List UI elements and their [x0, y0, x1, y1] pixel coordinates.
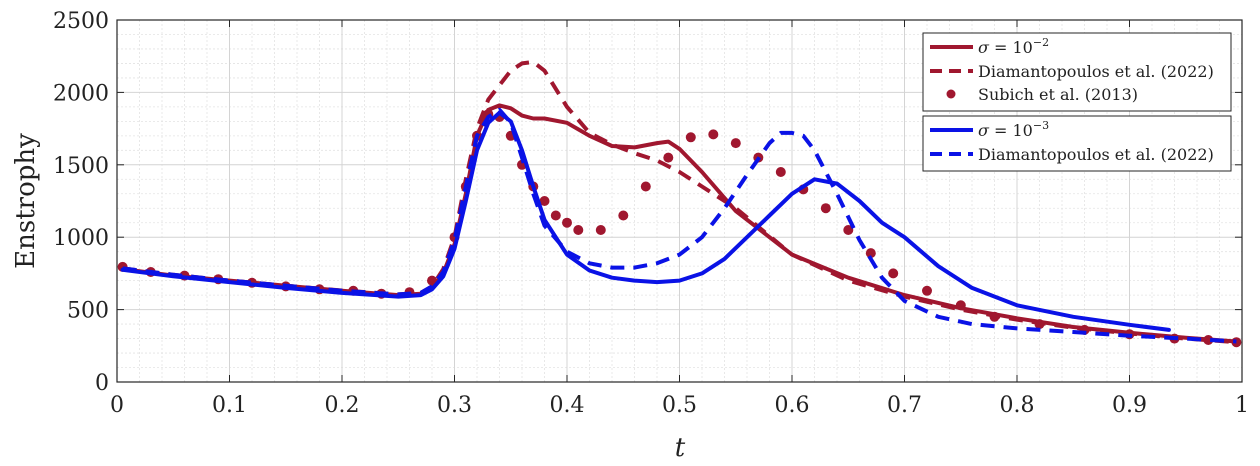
legend-blue-dashed-label: Diamantopoulos et al. (2022)	[978, 145, 1214, 164]
y-axis-title: Enstrophy	[11, 133, 41, 269]
y-tick-label: 1000	[53, 226, 109, 251]
series-2-point	[775, 167, 786, 177]
x-tick-label: 0.1	[212, 393, 247, 418]
legend-red-dot-label: Subich et al. (2013)	[978, 85, 1138, 104]
y-tick-label: 1500	[53, 154, 109, 179]
legend-blue-solid-label: σ = 10−3	[978, 119, 1049, 140]
series-2-point	[595, 225, 606, 235]
legend-red-frame	[922, 32, 1232, 112]
y-tick-label: 500	[67, 299, 109, 324]
x-tick-label: 0.2	[325, 393, 360, 418]
x-tick-label: 0.6	[775, 393, 810, 418]
legend-red-dashed-label: Diamantopoulos et al. (2022)	[978, 62, 1214, 81]
x-tick-label: 0	[110, 393, 124, 418]
legend-blue-frame	[922, 115, 1232, 172]
series-layer	[117, 60, 1242, 348]
legend-red-solid-label: σ = 10−2	[978, 36, 1049, 57]
series-2-point	[730, 138, 741, 149]
x-tick-label: 0.4	[550, 393, 585, 418]
y-tick-label: 2000	[53, 81, 109, 106]
legend-red-dot-swatch	[946, 89, 956, 99]
series-2-point	[640, 181, 651, 192]
axis-ticks: 0 0.1 0.2 0.3 0.4 0.5 0.6 0.7 0.8 0.9 1 0 500 1000 150…	[53, 9, 1249, 418]
y-tick-label: 2500	[53, 9, 109, 34]
x-tick-label: 0.3	[437, 393, 472, 418]
legend-box-red: σ = 10−2 Diamantopoulos et al. (2022) Su…	[922, 32, 1232, 112]
series-2-point	[618, 210, 629, 221]
series-2-point	[562, 217, 572, 228]
x-tick-label: 0.9	[1112, 393, 1147, 418]
series-1-line	[122, 60, 1237, 345]
y-tick-label: 0	[95, 371, 109, 396]
series-2-point	[888, 268, 899, 279]
series-2-point	[663, 152, 674, 163]
series-2-point	[573, 225, 584, 235]
x-tick-label: 0.8	[1000, 393, 1035, 418]
series-2-point	[539, 196, 550, 206]
series-2-point	[685, 132, 696, 143]
series-2-point	[865, 248, 876, 259]
series-2-point	[843, 225, 854, 235]
series-2-point	[550, 210, 561, 221]
series-3-line	[120, 110, 1171, 332]
series-4-line	[122, 107, 1237, 344]
series-2-point	[820, 203, 831, 214]
series-2-point	[922, 285, 932, 296]
series-2-point	[708, 129, 719, 140]
x-tick-label: 0.7	[887, 393, 922, 418]
x-axis-title: t	[675, 433, 686, 463]
legend-box-blue: σ = 10−3 Diamantopoulos et al. (2022)	[922, 115, 1232, 172]
x-tick-label: 1	[1235, 393, 1249, 418]
x-tick-label: 0.5	[662, 393, 697, 418]
